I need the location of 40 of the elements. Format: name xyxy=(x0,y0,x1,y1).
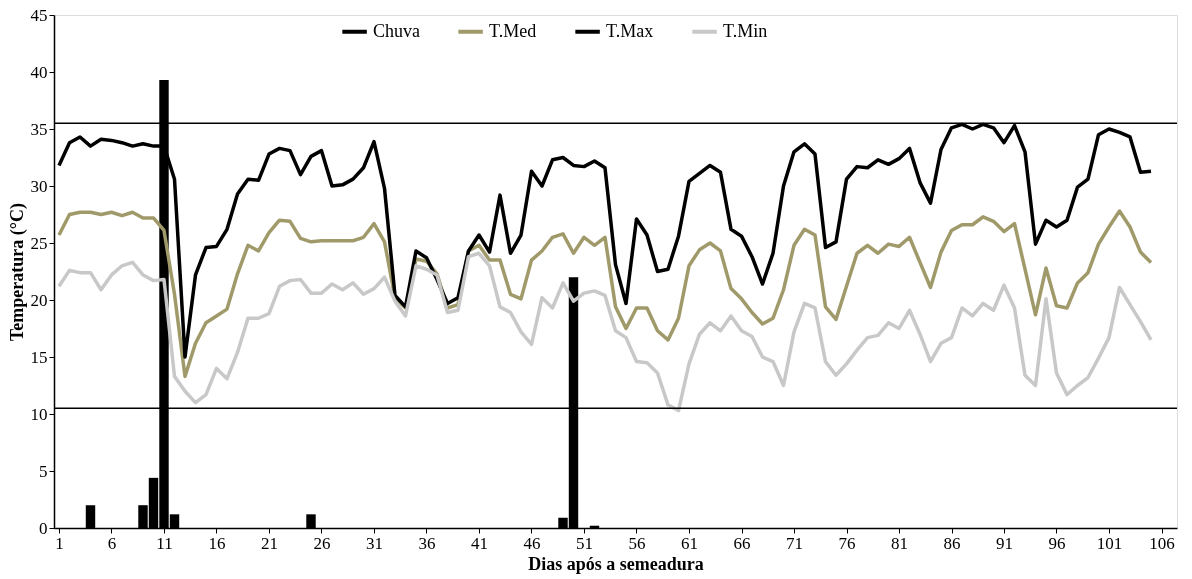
line-series xyxy=(57,209,1153,379)
y-tick-label: 20 xyxy=(30,290,48,310)
y-axis-title: Temperatura (°C) xyxy=(6,202,28,342)
x-tick-label: 106 xyxy=(1149,533,1175,553)
y-tick-label: 30 xyxy=(30,176,48,196)
x-tick-label: 26 xyxy=(313,533,331,553)
x-axis-title: Dias após a semeadura xyxy=(528,553,704,574)
x-tick-label: 101 xyxy=(1096,533,1123,553)
x-tick-label: 81 xyxy=(891,533,908,553)
x-tick-label: 1 xyxy=(55,533,64,553)
x-tick-label: 66 xyxy=(733,533,751,553)
x-tick-label: 31 xyxy=(366,533,383,553)
x-tick-label: 11 xyxy=(156,533,173,553)
legend-label: T.Min xyxy=(723,20,768,41)
x-tick-label: 56 xyxy=(628,533,646,553)
y-tick-label: 15 xyxy=(30,347,48,367)
legend-label: T.Max xyxy=(606,20,654,41)
x-tick-label: 86 xyxy=(943,533,961,553)
x-tick-label: 41 xyxy=(471,533,488,553)
x-tick-label: 76 xyxy=(838,533,856,553)
x-tick-label: 21 xyxy=(261,533,278,553)
legend-label: T.Med xyxy=(489,20,537,41)
x-tick-label: 61 xyxy=(681,533,698,553)
x-tick-label: 96 xyxy=(1048,533,1066,553)
x-tick-label: 16 xyxy=(208,533,226,553)
legend-label: Chuva xyxy=(373,20,421,41)
line-series xyxy=(57,251,1153,413)
x-tick-label: 51 xyxy=(576,533,593,553)
y-tick-label: 0 xyxy=(39,518,48,538)
y-tick-label: 25 xyxy=(30,233,48,253)
x-tick-label: 36 xyxy=(418,533,436,553)
y-tick-label: 5 xyxy=(39,461,48,481)
x-tick-label: 6 xyxy=(107,533,117,553)
x-tick-label: 91 xyxy=(996,533,1013,553)
x-tick-label: 46 xyxy=(523,533,541,553)
y-tick-label: 35 xyxy=(30,119,48,139)
y-tick-label: 40 xyxy=(30,62,48,82)
y-tick-label: 45 xyxy=(30,5,48,25)
x-tick-label: 71 xyxy=(786,533,803,553)
y-tick-label: 10 xyxy=(30,404,48,424)
